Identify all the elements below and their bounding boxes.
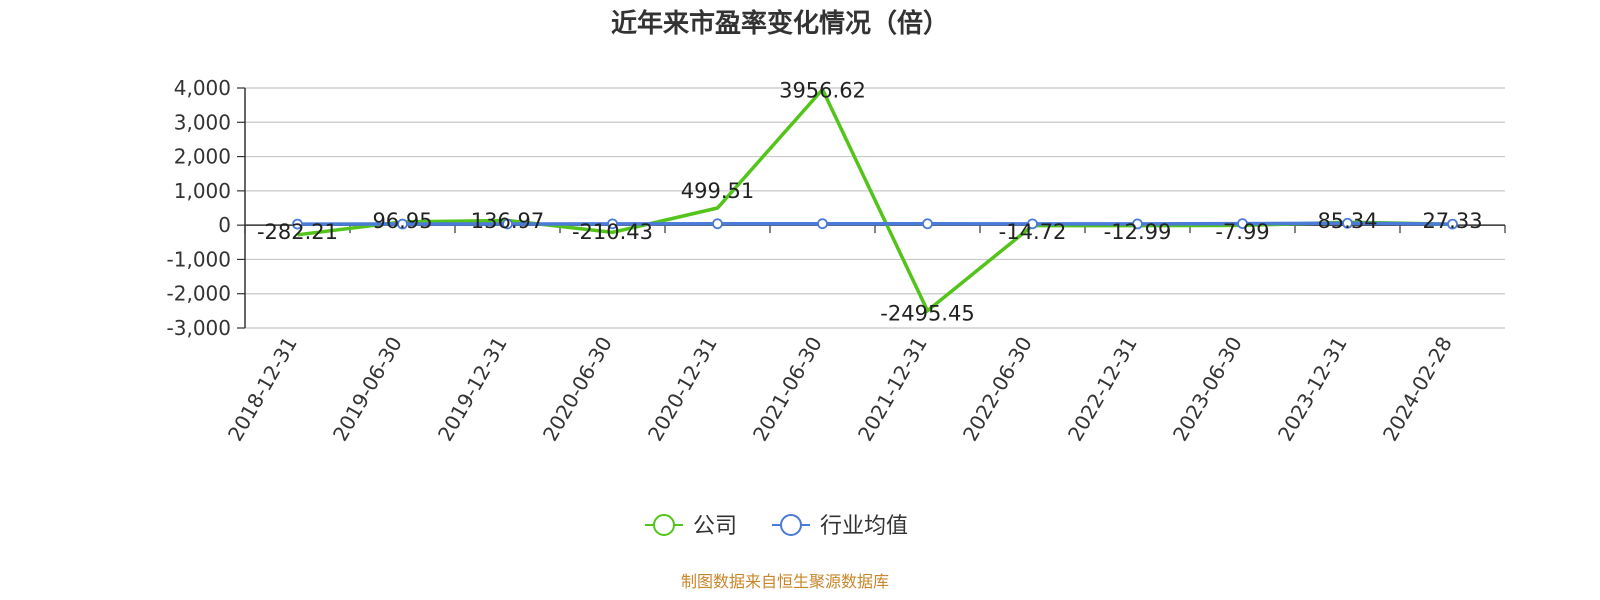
legend: 公司 行业均值: [645, 514, 908, 539]
data-label: -282.21: [257, 220, 338, 244]
legend-marker: [653, 514, 675, 536]
x-tick-label: 2022-12-31: [1063, 333, 1142, 446]
series-point: [1447, 218, 1458, 230]
data-label: -2495.45: [880, 302, 974, 326]
series-point: [1132, 218, 1143, 230]
data-label: -210.43: [572, 220, 653, 244]
x-tick-label: 2023-06-30: [1168, 333, 1247, 446]
x-tick-label: 2021-12-31: [853, 333, 932, 446]
series-point: [607, 218, 618, 230]
data-label: -14.72: [999, 220, 1067, 244]
data-label: 96.95: [372, 209, 432, 233]
data-label: 27.33: [1422, 209, 1482, 233]
x-tick-label: 2019-12-31: [433, 333, 512, 446]
axes: 4,0003,0002,0001,0000-1,000-2,000-3,0002…: [167, 76, 1506, 446]
data-label: 136.97: [471, 209, 544, 233]
y-tick-label: 4,000: [174, 76, 231, 100]
series-layer: [292, 86, 1458, 314]
y-tick-label: 2,000: [174, 145, 231, 169]
series-line-1: [297, 221, 1453, 226]
x-tick-label: 2022-06-30: [958, 333, 1037, 446]
x-tick-label: 2018-12-31: [223, 333, 302, 446]
chart-title: 近年来市盈率变化情况（倍）: [611, 8, 949, 39]
x-tick-label: 2020-06-30: [538, 333, 617, 446]
x-tick-label: 2019-06-30: [328, 333, 407, 446]
y-tick-label: 0: [218, 213, 231, 237]
series-point: [292, 218, 303, 230]
series-point: [1027, 218, 1038, 230]
x-tick-label: 2021-06-30: [748, 333, 827, 446]
x-tick-label: 2020-12-31: [643, 333, 722, 446]
series-point: [1342, 217, 1353, 229]
data-label: -7.99: [1215, 220, 1269, 244]
series-point: [712, 218, 723, 230]
y-tick-label: 3,000: [174, 110, 231, 134]
legend-label: 行业均值: [820, 514, 908, 539]
y-tick-label: 1,000: [174, 179, 231, 203]
y-tick-label: -2,000: [167, 282, 231, 306]
data-label: 3956.62: [779, 78, 866, 102]
x-tick-label: 2023-12-31: [1273, 333, 1352, 446]
series-point: [817, 218, 828, 230]
labels-layer: -282.21 96.95 136.97 -210.43 499.51 3956.62 -2…: [257, 78, 1483, 325]
data-label: 85.34: [1317, 209, 1377, 233]
grid: [245, 87, 1505, 329]
source-note: 制图数据来自恒生聚源数据库: [681, 572, 889, 591]
legend-marker: [780, 514, 802, 536]
data-label: 499.51: [681, 179, 754, 203]
y-tick-label: -3,000: [167, 316, 231, 340]
series-point: [502, 218, 513, 230]
data-label: -12.99: [1104, 220, 1172, 244]
series-point: [397, 218, 408, 230]
series-point: [1237, 218, 1248, 230]
y-tick-label: -1,000: [167, 247, 231, 271]
legend-label: 公司: [693, 514, 737, 539]
x-tick-label: 2024-02-28: [1378, 333, 1457, 446]
series-point: [922, 218, 933, 230]
